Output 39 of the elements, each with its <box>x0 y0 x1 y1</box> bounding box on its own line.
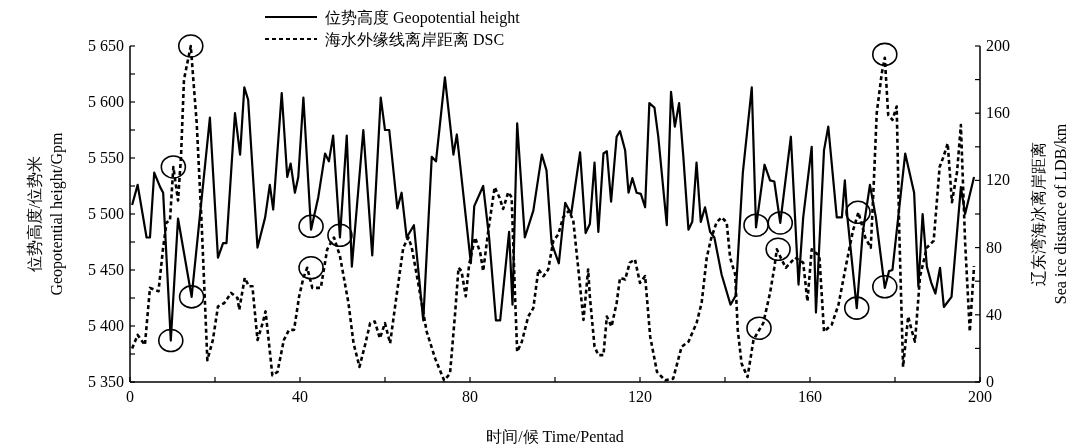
point <box>158 328 184 353</box>
y-tick-label: 5 550 <box>88 149 124 166</box>
point <box>743 213 769 237</box>
point <box>177 34 204 58</box>
y2-axis-title: 辽东湾海冰离岸距离 Sea ice distance of LDB/km <box>1030 123 1069 305</box>
point <box>160 155 187 179</box>
y-tick-label: 5 600 <box>88 93 124 110</box>
y2-tick-label: 200 <box>986 37 1010 54</box>
y-axis-title: 位势高度/位势米 Geopotential height/Gpm <box>26 131 66 296</box>
x-tick-label: 200 <box>968 388 992 405</box>
legend-label: 海水外缘线离岸距离 DSC <box>325 31 505 48</box>
point <box>767 211 794 235</box>
y-tick-label: 5 350 <box>88 373 124 390</box>
point <box>178 285 205 309</box>
point <box>327 223 353 248</box>
x-tick-label: 40 <box>292 388 308 405</box>
y2-tick-label: 160 <box>986 104 1010 122</box>
y2-tick-label: 40 <box>986 305 1002 323</box>
y-tick-label: 5 650 <box>88 37 124 54</box>
y2-tick-label: 0 <box>986 373 994 390</box>
legend-label: 位势高度 Geopotential height <box>325 9 521 27</box>
y2-tick-label: 80 <box>986 238 1002 256</box>
point <box>872 42 898 67</box>
point <box>298 255 324 280</box>
x-axis-title: 时间/候 Time/Pentad <box>486 428 624 445</box>
point <box>843 296 870 320</box>
y-tick-label: 5 450 <box>88 261 124 278</box>
point <box>298 214 324 239</box>
x-tick-label: 0 <box>126 388 134 405</box>
y2-tick-label: 120 <box>986 171 1010 189</box>
x-tick-label: 160 <box>798 388 822 405</box>
y-tick-label: 5 500 <box>88 205 124 222</box>
x-tick-label: 80 <box>462 388 478 405</box>
y-tick-label: 5 400 <box>88 317 124 334</box>
x-tick-label: 120 <box>628 388 652 405</box>
point <box>872 275 898 299</box>
point <box>765 237 791 262</box>
point <box>845 200 871 225</box>
point <box>746 316 772 341</box>
